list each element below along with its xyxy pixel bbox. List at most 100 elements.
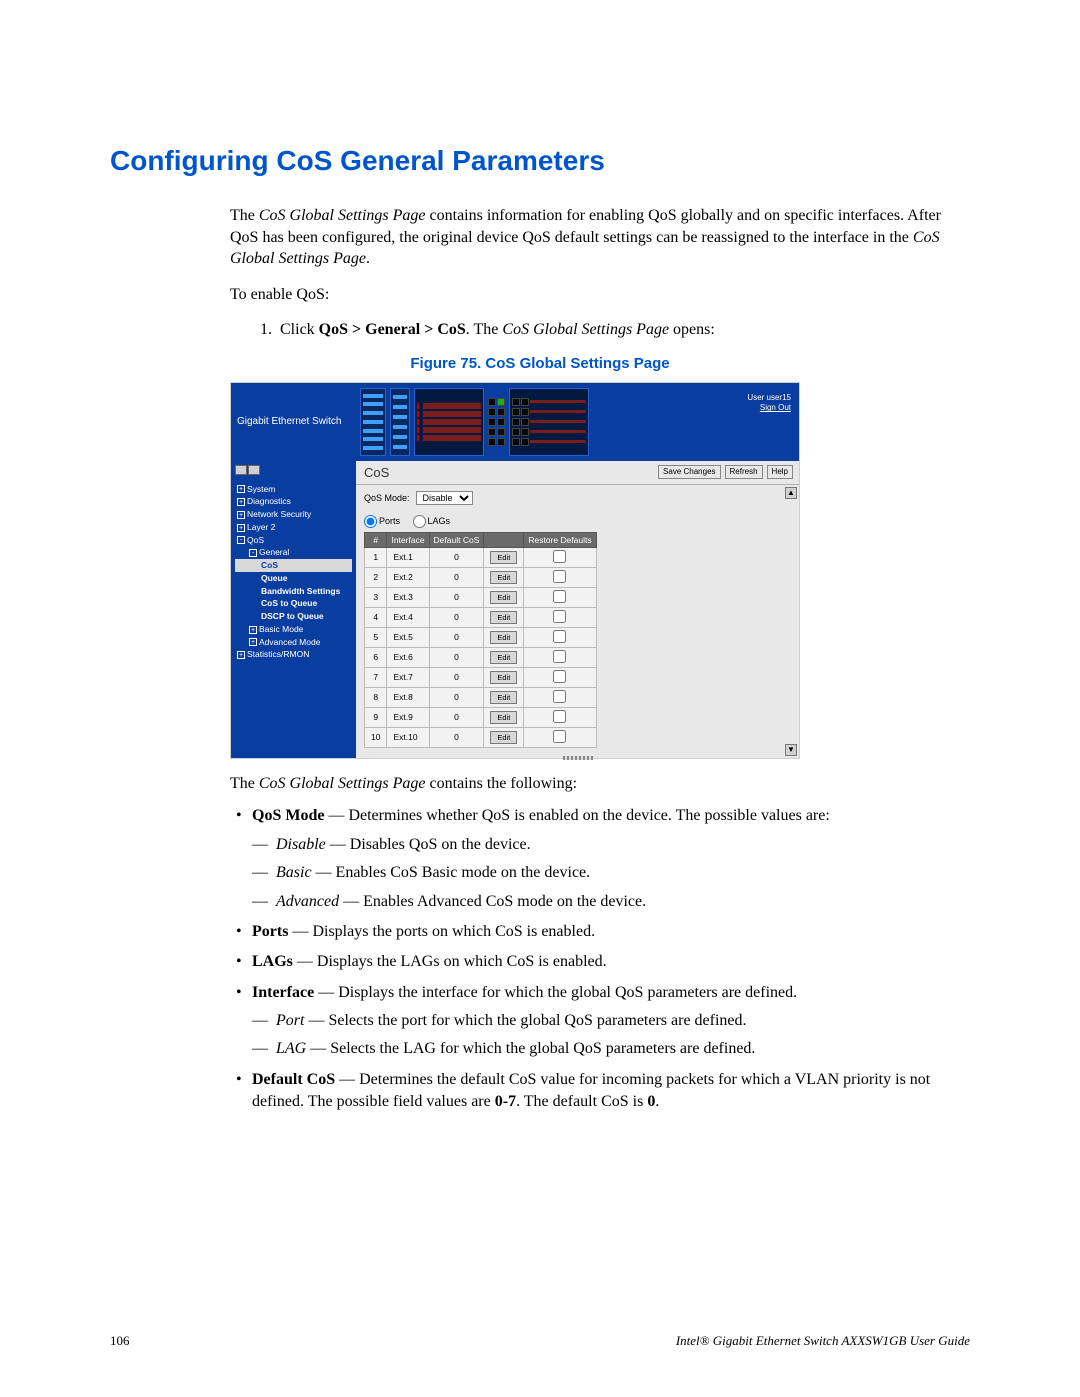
text: Click [280,321,319,338]
cell-edit: Edit [484,547,524,567]
sidebar-item-queue[interactable]: Queue [235,572,352,585]
tree-expand-icon[interactable]: + [249,638,257,646]
restore-checkbox[interactable] [553,650,566,663]
cell-restore [524,607,596,627]
restore-checkbox[interactable] [553,710,566,723]
qos-mode-label: QoS Mode: [364,493,410,503]
edit-button[interactable]: Edit [490,611,517,624]
text: . The default CoS is [516,1093,647,1110]
edit-button[interactable]: Edit [490,731,517,744]
contains-intro: The CoS Global Settings Page contains th… [230,773,970,795]
sidebar-icon[interactable] [235,465,247,475]
bullet-qos-mode: QoS Mode — Determines whether QoS is ena… [252,805,970,913]
refresh-button[interactable]: Refresh [725,465,763,479]
to-enable-line: To enable QoS: [230,284,970,306]
user-info: User user15 Sign Out [719,383,799,461]
sidebar-item-basic-mode[interactable]: +Basic Mode [235,623,352,636]
restore-checkbox[interactable] [553,690,566,703]
edit-button[interactable]: Edit [490,571,517,584]
user-label: User user15 [719,393,791,403]
sidebar-item-system[interactable]: +System [235,483,352,496]
tree-expand-icon[interactable]: + [237,651,245,659]
cell-interface: Ext.7 [387,667,429,687]
cell-restore [524,567,596,587]
product-branding: Gigabit Ethernet Switch [231,383,356,461]
cell-edit: Edit [484,607,524,627]
restore-checkbox[interactable] [553,550,566,563]
sidebar-item-layer-2[interactable]: +Layer 2 [235,521,352,534]
save-changes-button[interactable]: Save Changes [658,465,720,479]
tree-expand-icon[interactable]: - [249,549,257,557]
edit-button[interactable]: Edit [490,551,517,564]
text: The [230,207,259,224]
field-name: LAGs [252,953,293,970]
restore-checkbox[interactable] [553,730,566,743]
device-graphic [356,383,719,461]
sidebar-item-network-security[interactable]: +Network Security [235,508,352,521]
edit-button[interactable]: Edit [490,651,517,664]
tree-expand-icon[interactable]: + [237,511,245,519]
restore-checkbox[interactable] [553,610,566,623]
nav-sidebar: +System+Diagnostics+Network Security+Lay… [231,461,356,758]
edit-button[interactable]: Edit [490,631,517,644]
help-button[interactable]: Help [767,465,793,479]
sidebar-icon[interactable] [248,465,260,475]
cell-edit: Edit [484,667,524,687]
tree-label: CoS [261,560,278,570]
cell-interface: Ext.10 [387,727,429,747]
tree-label: Advanced Mode [259,637,320,647]
table-row: 4Ext.40Edit [365,607,597,627]
scroll-up-icon[interactable]: ▲ [785,487,797,499]
value-name: Port [276,1012,304,1029]
ports-radio[interactable] [364,515,377,528]
resize-grip-icon[interactable] [563,756,593,760]
cell-interface: Ext.4 [387,607,429,627]
sidebar-item-bandwidth-settings[interactable]: Bandwidth Settings [235,585,352,598]
lags-radio-label: LAGs [428,516,451,526]
restore-checkbox[interactable] [553,670,566,683]
cell-edit: Edit [484,727,524,747]
sidebar-item-dscp-to-queue[interactable]: DSCP to Queue [235,610,352,623]
edit-button[interactable]: Edit [490,711,517,724]
restore-checkbox[interactable] [553,590,566,603]
text: — Enables CoS Basic mode on the device. [312,864,591,881]
field-name: Interface [252,984,314,1001]
tree-expand-icon[interactable]: + [249,626,257,634]
sidebar-item-statistics-rmon[interactable]: +Statistics/RMON [235,648,352,661]
table-header: # [365,532,387,547]
edit-button[interactable]: Edit [490,691,517,704]
text-italic: CoS Global Settings Page [259,207,426,224]
text: — Displays the ports on which CoS is ena… [288,923,595,940]
edit-button[interactable]: Edit [490,591,517,604]
edit-button[interactable]: Edit [490,671,517,684]
tree-expand-icon[interactable]: + [237,485,245,493]
screenshot-header: Gigabit Ethernet Switch [231,383,799,461]
qos-mode-select[interactable]: Disable [416,491,473,505]
tree-expand-icon[interactable]: + [237,498,245,506]
lags-radio[interactable] [413,515,426,528]
signout-link[interactable]: Sign Out [719,403,791,413]
sidebar-item-advanced-mode[interactable]: +Advanced Mode [235,636,352,649]
scroll-down-icon[interactable]: ▼ [785,744,797,756]
tree-expand-icon[interactable]: + [237,524,245,532]
sidebar-item-cos-to-queue[interactable]: CoS to Queue [235,597,352,610]
restore-checkbox[interactable] [553,570,566,583]
table-header [484,532,524,547]
tree-label: QoS [247,535,264,545]
cell-restore [524,707,596,727]
cell-interface: Ext.5 [387,627,429,647]
sidebar-item-general[interactable]: -General [235,546,352,559]
field-name: Default CoS [252,1071,335,1088]
cell-default-cos: 0 [429,587,484,607]
sub-bullet-port: Port — Selects the port for which the gl… [276,1010,970,1032]
tree-label: Basic Mode [259,624,303,634]
ports-radio-label: Ports [379,516,400,526]
text: — Selects the port for which the global … [304,1012,746,1029]
sidebar-item-diagnostics[interactable]: +Diagnostics [235,495,352,508]
cell-index: 1 [365,547,387,567]
sidebar-item-cos[interactable]: CoS [235,559,352,572]
page-title: CoS [362,465,654,480]
restore-checkbox[interactable] [553,630,566,643]
tree-expand-icon[interactable]: - [237,536,245,544]
sidebar-item-qos[interactable]: -QoS [235,534,352,547]
